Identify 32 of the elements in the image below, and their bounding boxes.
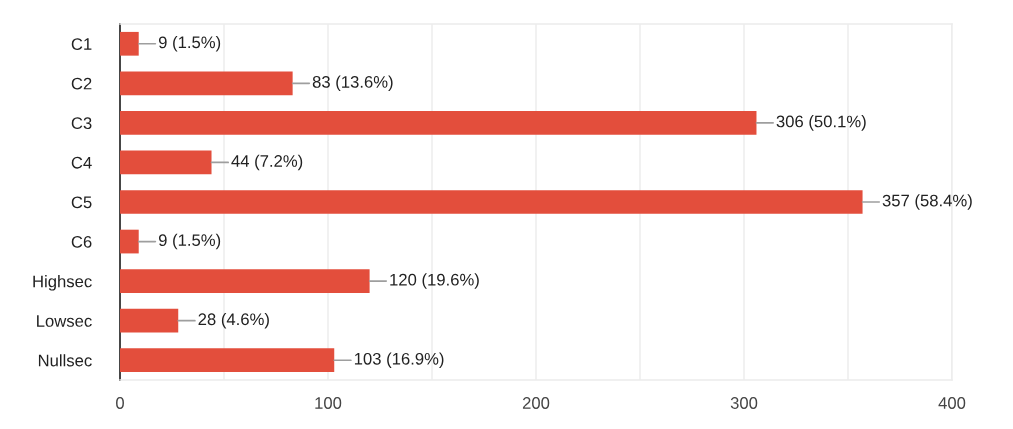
y-tick-label: C4 (71, 156, 92, 169)
bar (120, 229, 139, 254)
data-label: 83 (13.6%) (312, 75, 393, 92)
y-tick-label: C3 (71, 117, 92, 130)
bar (120, 348, 335, 373)
data-label: 44 (7.2%) (231, 154, 303, 171)
data-label: 357 (58.4%) (882, 194, 972, 210)
data-label: 120 (19.6%) (390, 273, 479, 289)
bar (120, 111, 757, 135)
bar (120, 269, 370, 293)
y-tick-label: Highsec (33, 275, 92, 291)
x-tick-label: 400 (938, 397, 966, 409)
data-label: 9 (1.5%) (158, 233, 221, 250)
x-tick-label: 0 (116, 397, 124, 409)
y-tick-label: C5 (71, 196, 92, 209)
y-tick-label: C1 (71, 38, 92, 50)
y-tick-label: Nullsec (38, 354, 92, 367)
x-tick-label: 300 (730, 397, 758, 409)
x-tick-label: 200 (522, 397, 550, 409)
bar (120, 71, 293, 96)
data-label: 9 (1.5%) (158, 36, 221, 52)
y-tick-label: C6 (71, 235, 92, 248)
bar (120, 150, 212, 175)
data-label: 103 (16.9%) (354, 352, 444, 368)
bar (120, 308, 179, 333)
y-tick-label: C2 (71, 77, 92, 90)
bar (120, 31, 139, 56)
data-label: 306 (50.1%) (776, 115, 866, 131)
bar (120, 190, 863, 214)
data-label: 28 (4.6%) (198, 312, 269, 329)
y-tick-label: Lowsec (37, 315, 92, 327)
x-tick-label: 100 (315, 397, 342, 409)
